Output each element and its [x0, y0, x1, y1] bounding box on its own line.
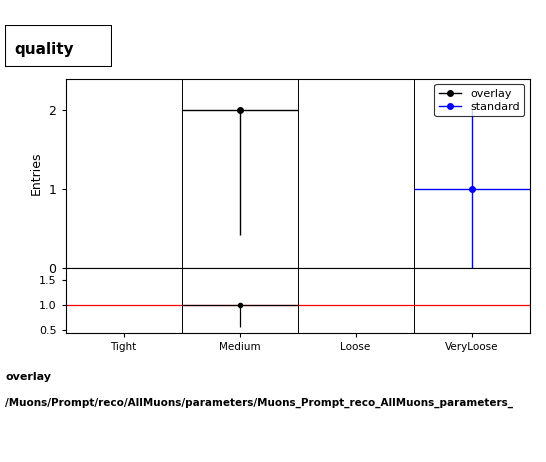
Legend: overlay, standard: overlay, standard [435, 84, 524, 116]
Text: overlay: overlay [5, 372, 51, 382]
Y-axis label: Entries: Entries [30, 152, 43, 195]
Text: quality: quality [14, 42, 74, 57]
Text: /Muons/Prompt/reco/AllMuons/parameters/Muons_Prompt_reco_AllMuons_parameters_: /Muons/Prompt/reco/AllMuons/parameters/M… [5, 397, 513, 407]
